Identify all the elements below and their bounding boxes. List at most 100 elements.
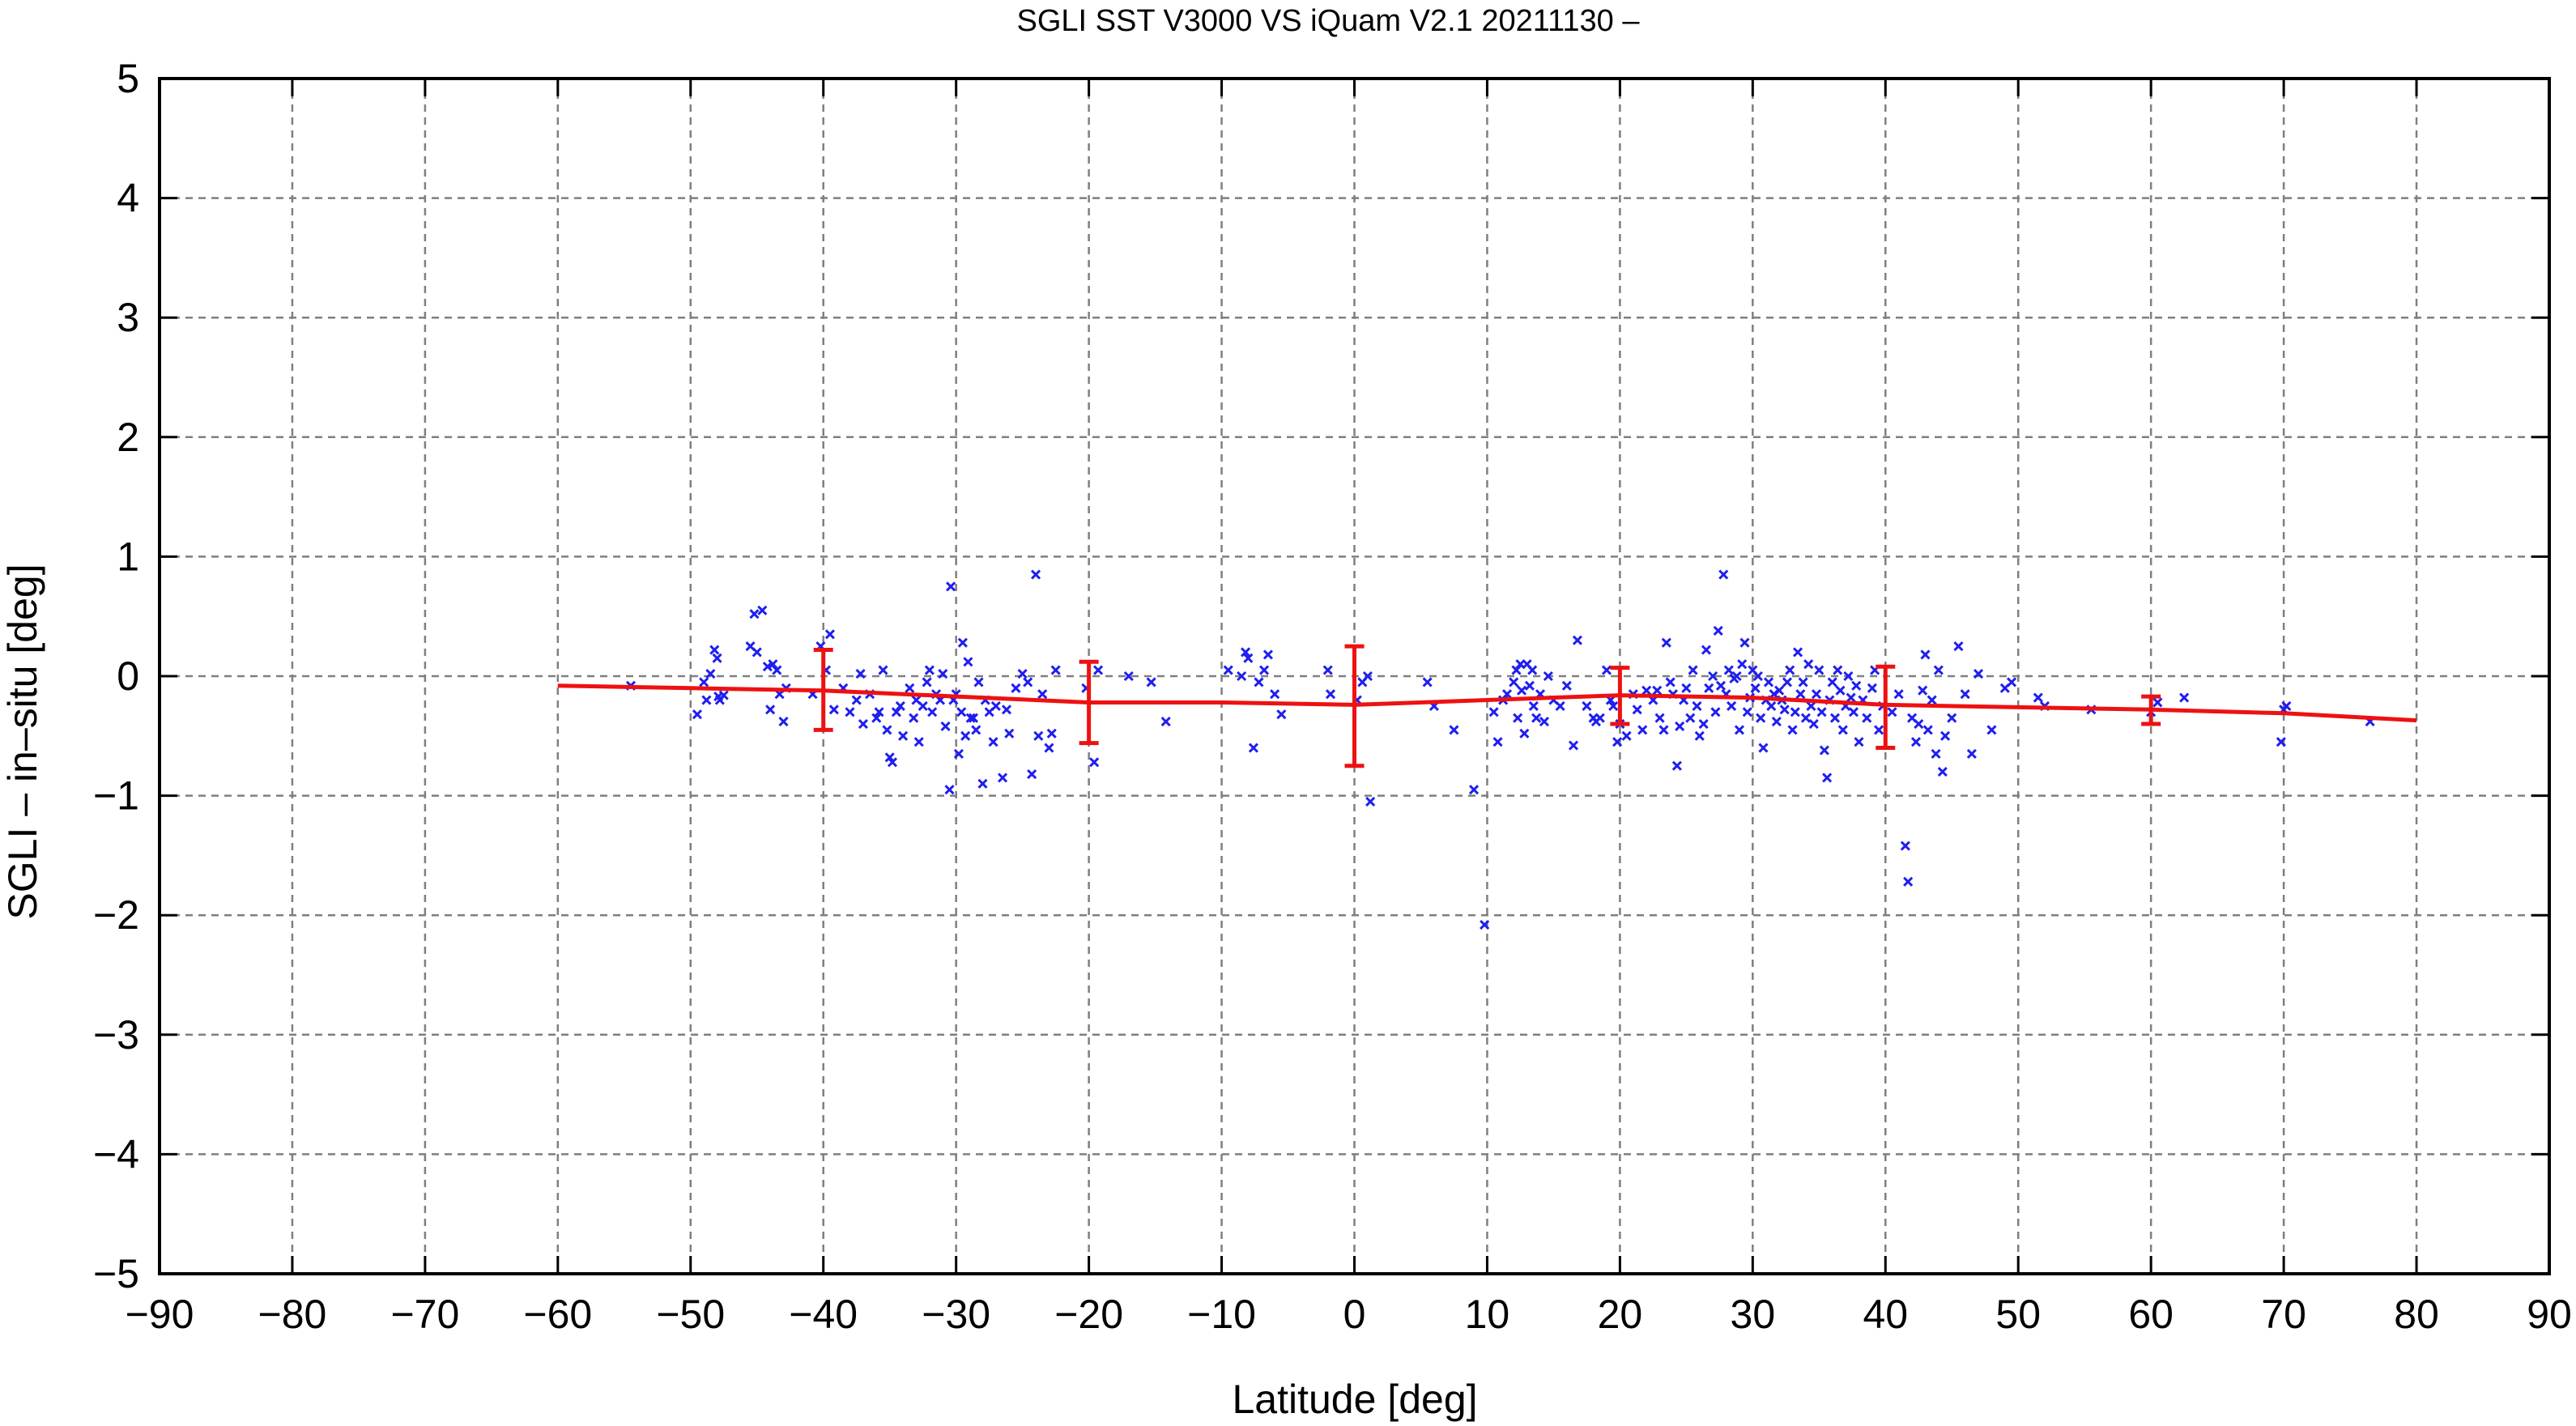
data-point-stroke (1737, 659, 1748, 670)
data-point (2281, 700, 2292, 711)
data-point (1661, 637, 1671, 648)
axis-ticks: −90 −80 −70 −60 −50 −40 −30 −20 −10 0 10 20 30 40 50 60… (93, 56, 2572, 1337)
data-point-stroke (1511, 665, 1522, 675)
data-point (1816, 707, 1827, 717)
data-point (1509, 677, 1519, 687)
data-point (1843, 670, 1854, 682)
data-point-stroke (1819, 745, 1829, 756)
data-point-stroke (1960, 689, 1970, 700)
x-tick-label: −30 (922, 1292, 990, 1337)
data-point (1922, 725, 1933, 735)
data-point-stroke (765, 704, 776, 715)
data-point-stroke (1528, 700, 1539, 711)
y-tick-label: −3 (93, 1012, 139, 1058)
data-point (898, 730, 909, 741)
data-point-stroke (1800, 713, 1811, 723)
x-tick-label: 30 (1731, 1292, 1776, 1337)
data-point-stroke (1248, 743, 1258, 753)
data-point-stroke (1843, 670, 1854, 682)
data-point-stroke (1501, 689, 1513, 700)
data-point-stroke (1637, 725, 1648, 735)
data-point (824, 629, 835, 640)
data-point (1527, 665, 1538, 675)
data-point-stroke (1811, 689, 1822, 700)
data-point (1710, 707, 1721, 717)
data-point-stroke (1044, 743, 1054, 753)
x-tick-label: 90 (2527, 1292, 2572, 1337)
data-point (752, 647, 762, 658)
data-point-stroke (1050, 665, 1061, 675)
data-point (1800, 713, 1811, 723)
data-point (855, 668, 866, 679)
data-point (1017, 668, 1028, 679)
data-point (2152, 697, 2163, 708)
data-points (625, 569, 2375, 930)
data-point (913, 737, 924, 747)
data-point-stroke (1568, 740, 1579, 751)
data-point (1851, 680, 1862, 691)
y-tick-label: −4 (93, 1131, 139, 1177)
data-point-stroke (709, 645, 720, 655)
data-point-stroke (1582, 700, 1592, 711)
data-point (1449, 725, 1459, 735)
data-point (1692, 700, 1702, 711)
data-point-stroke (768, 659, 778, 670)
data-point (1731, 670, 1742, 682)
data-point (927, 707, 938, 717)
data-point-stroke (918, 700, 928, 711)
x-tick-label: 10 (1465, 1292, 1510, 1337)
data-point-stroke (1867, 683, 1877, 693)
data-point (1528, 700, 1539, 711)
x-tick-label: −20 (1054, 1292, 1123, 1337)
data-point-stroke (909, 713, 919, 723)
data-point (1480, 919, 1490, 930)
data-point (718, 690, 729, 700)
data-point (1848, 707, 1859, 717)
data-point (884, 752, 895, 763)
data-point-stroke (1011, 683, 1021, 693)
data-point-stroke (855, 668, 866, 679)
data-point (968, 713, 979, 723)
data-point (1001, 704, 1012, 715)
data-point-stroke (1704, 683, 1714, 693)
data-point-stroke (1146, 677, 1156, 687)
data-point (1501, 689, 1513, 700)
data-point-stroke (1422, 677, 1433, 687)
data-point (1637, 725, 1648, 735)
data-point (1973, 668, 1984, 679)
y-tick-label: −5 (93, 1251, 139, 1296)
data-point (1931, 748, 1941, 760)
data-point-stroke (913, 737, 924, 747)
x-tick-label: 40 (1863, 1292, 1908, 1337)
data-point-stroke (1632, 704, 1642, 715)
data-point-stroke (1519, 728, 1530, 739)
data-point-stroke (1555, 700, 1565, 711)
data-point (1785, 665, 1795, 675)
data-point (1739, 637, 1750, 648)
data-point (957, 637, 968, 648)
data-point-stroke (2006, 677, 2017, 687)
data-point (1927, 695, 1937, 705)
data-point (1698, 718, 1709, 730)
data-point (1742, 707, 1752, 717)
data-point (1146, 677, 1156, 687)
x-tick-label: −80 (258, 1292, 327, 1337)
data-point (1803, 659, 1814, 670)
data-point-stroke (971, 725, 981, 735)
y-tick-label: 4 (117, 176, 139, 221)
data-point (1939, 730, 1951, 741)
data-point (1248, 743, 1258, 753)
data-point-stroke (895, 700, 905, 711)
data-point-stroke (1862, 713, 1872, 723)
data-point (1750, 683, 1761, 693)
data-point-stroke (946, 581, 956, 592)
data-point-stroke (1787, 725, 1798, 735)
data-point-stroke (1937, 767, 1948, 777)
data-point-stroke (1325, 689, 1336, 700)
data-point (1011, 683, 1021, 693)
data-point (1914, 718, 1924, 730)
data-point-stroke (1914, 718, 1924, 730)
data-point (1362, 670, 1373, 682)
data-point-stroke (2033, 692, 2043, 703)
data-point (1758, 743, 1769, 753)
